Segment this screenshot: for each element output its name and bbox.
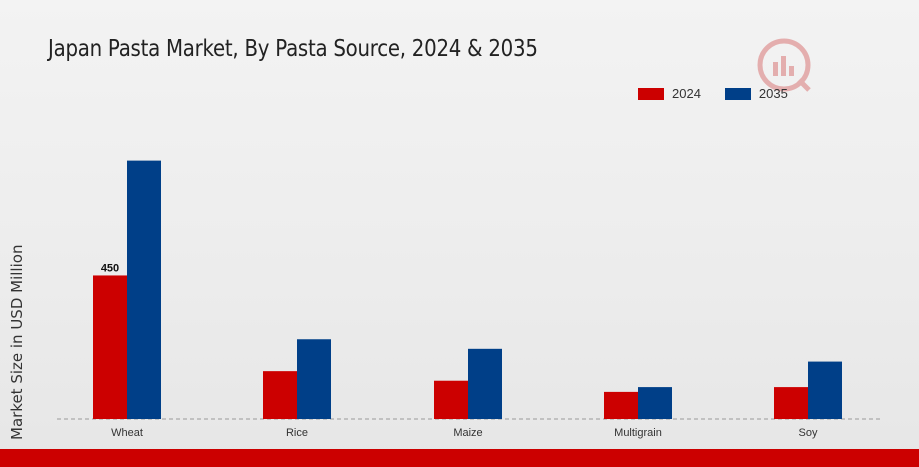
bottom-accent-bar <box>0 449 919 467</box>
chart-title: Japan Pasta Market, By Pasta Source, 202… <box>48 36 538 62</box>
bar-soy-2024 <box>774 387 808 419</box>
chart-legend: 2024 2035 <box>638 86 804 101</box>
x-tick-label-multigrain: Multigrain <box>614 427 662 439</box>
bar-wheat-2035 <box>127 160 161 420</box>
bar-wheat-2024 <box>93 275 127 419</box>
legend-label-2024: 2024 <box>672 86 701 101</box>
bar-maize-2024 <box>434 380 468 419</box>
legend-label-2035: 2035 <box>758 86 788 101</box>
x-tick-label-soy: Soy <box>799 427 818 439</box>
bar-multigrain-2035 <box>638 387 672 419</box>
legend-swatch-2024 <box>638 87 664 100</box>
x-tick-label-wheat: Wheat <box>111 427 143 439</box>
data-label-wheat-2024: 450 <box>101 262 119 274</box>
bar-rice-2035 <box>297 339 331 419</box>
x-tick-label-maize: Maize <box>453 427 482 439</box>
legend-item-2024: 2024 <box>638 86 701 101</box>
bar-multigrain-2024 <box>604 391 638 419</box>
bar-maize-2035 <box>468 348 502 419</box>
market-research-logo-icon <box>757 38 811 92</box>
legend-swatch-2035 <box>724 87 751 100</box>
x-tick-label-rice: Rice <box>286 427 308 439</box>
legend-item-2035: 2035 <box>724 86 788 101</box>
bar-soy-2035 <box>808 361 842 419</box>
bar-rice-2024 <box>263 371 297 419</box>
